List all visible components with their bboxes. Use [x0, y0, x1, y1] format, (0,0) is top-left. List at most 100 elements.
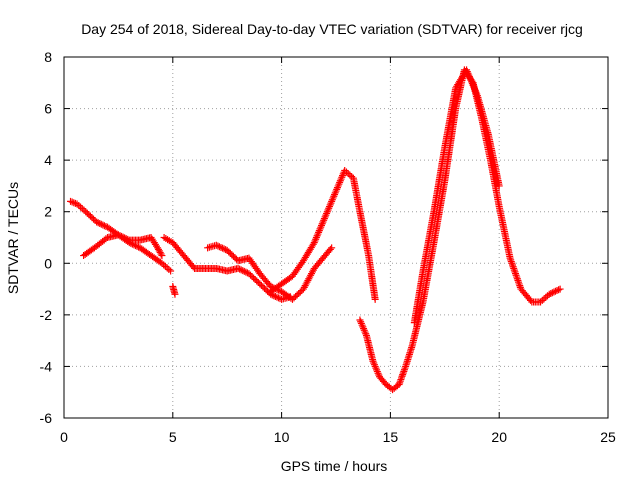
data-point — [370, 361, 378, 369]
data-point — [223, 246, 231, 254]
data-point — [374, 369, 382, 377]
data-point — [357, 318, 365, 326]
data-point — [96, 220, 104, 228]
series-arc-6 — [267, 166, 379, 303]
data-point — [468, 78, 476, 86]
data-point — [359, 323, 367, 331]
data-point — [373, 366, 381, 374]
data-point — [339, 172, 347, 180]
data-point — [373, 368, 381, 376]
data-point — [469, 81, 477, 89]
data-point — [118, 232, 126, 240]
data-point — [251, 275, 259, 283]
data-point — [328, 197, 336, 205]
grid — [64, 57, 608, 418]
data-point — [514, 276, 522, 284]
data-point — [225, 248, 233, 256]
data-point — [262, 286, 270, 294]
y-tick-label: 4 — [44, 152, 52, 168]
data-point — [328, 196, 336, 204]
data-point — [312, 234, 320, 241]
data-point — [70, 199, 78, 207]
data-point — [167, 267, 175, 275]
data-point — [219, 244, 227, 252]
data-point — [324, 206, 332, 214]
data-point — [100, 222, 108, 230]
data-point — [551, 287, 559, 295]
data-point — [313, 232, 321, 240]
data-point — [465, 71, 473, 79]
data-point — [271, 292, 279, 300]
data-point — [331, 189, 339, 197]
data-point — [467, 76, 475, 84]
x-tick-label: 25 — [600, 429, 616, 445]
data-point — [314, 230, 322, 238]
data-point — [68, 198, 76, 206]
data-point — [97, 220, 105, 228]
data-point — [335, 180, 343, 188]
data-point — [326, 201, 334, 209]
data-point — [215, 243, 223, 251]
data-point — [83, 209, 91, 217]
data-point — [466, 74, 474, 82]
data-point — [515, 278, 523, 286]
data-point — [157, 250, 165, 258]
data-point — [512, 271, 520, 279]
data-point — [330, 192, 338, 200]
data-point — [513, 273, 521, 281]
data-point — [371, 362, 379, 370]
data-point — [333, 184, 341, 192]
series-arc-4 — [169, 282, 179, 298]
data-point — [239, 267, 247, 275]
data-point — [88, 214, 96, 222]
y-tick-label: 0 — [44, 255, 52, 271]
data-point — [372, 364, 380, 372]
data-point — [102, 235, 110, 243]
data-point — [309, 240, 317, 248]
data-point — [171, 290, 179, 298]
data-point — [545, 290, 553, 298]
data-point — [464, 69, 472, 77]
data-point — [360, 326, 368, 334]
data-point — [328, 244, 336, 252]
data-point — [310, 239, 318, 247]
data-point — [242, 268, 250, 276]
data-point — [237, 266, 245, 274]
y-tick-label: 2 — [44, 204, 52, 220]
data-point — [356, 316, 364, 324]
data-point — [90, 215, 98, 223]
data-point — [288, 295, 296, 303]
data-point — [332, 187, 340, 195]
data-point — [274, 294, 282, 302]
plot-frame — [63, 56, 609, 419]
data-point — [67, 197, 75, 205]
data-point — [337, 175, 345, 183]
data-point — [334, 182, 342, 190]
data-point — [509, 263, 517, 271]
data-point — [295, 289, 303, 297]
data-point — [371, 295, 379, 303]
data-point — [553, 287, 561, 295]
data-point — [320, 216, 328, 224]
data-point — [119, 233, 127, 241]
data-point — [254, 278, 262, 286]
data-point — [317, 223, 325, 231]
x-tick-label: 0 — [60, 429, 68, 445]
data-point — [327, 199, 335, 207]
data-point — [236, 265, 244, 273]
data-point — [548, 289, 556, 297]
data-point — [214, 242, 222, 250]
data-point — [556, 285, 564, 293]
data-point — [234, 264, 242, 272]
data-point — [293, 291, 301, 299]
data-point — [323, 209, 331, 217]
data-point — [508, 261, 516, 269]
y-axis-label: SDTVAR / TECUs — [5, 182, 21, 294]
x-tick-label: 5 — [169, 429, 177, 445]
data-point — [290, 294, 298, 302]
series-arc-3 — [160, 234, 294, 303]
data-point — [316, 225, 324, 233]
data-point — [312, 235, 320, 243]
data-point — [329, 194, 337, 202]
